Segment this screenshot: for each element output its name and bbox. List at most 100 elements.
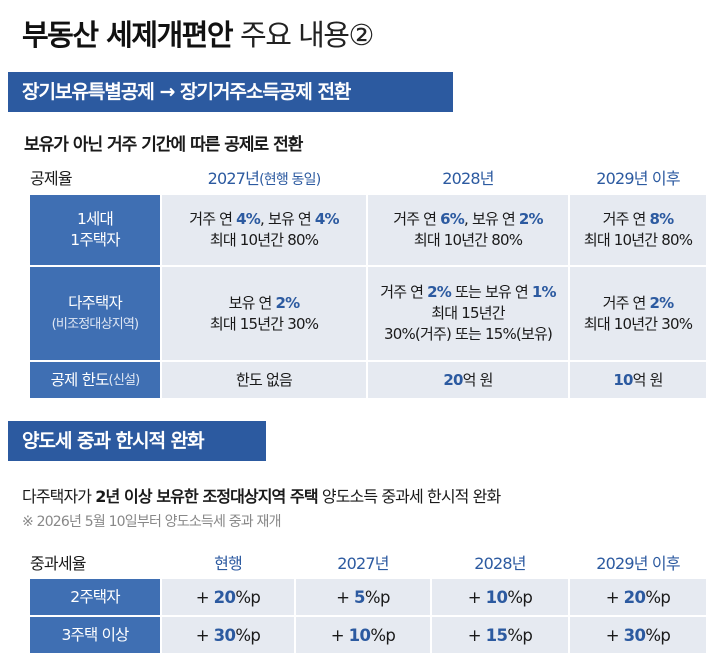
rate: 4% — [314, 210, 340, 228]
rate: 2% — [275, 293, 301, 312]
cell-line: 최대 10년간 80% — [413, 231, 523, 249]
number: 5 — [354, 587, 365, 607]
section2-desc: 다주택자가 2년 이상 보유한 조정대상지역 주택 양도소득 중과세 한시적 완… — [22, 483, 501, 507]
unit: %p — [645, 625, 671, 645]
row-head-line: 1주택자 — [70, 231, 120, 249]
cell-line: 최대 10년간 30% — [583, 314, 693, 333]
title-bold: 부동산 세제개편안 — [22, 18, 234, 52]
number: 30 — [623, 625, 646, 645]
tax-header-2029: 2029년 이후 — [596, 554, 680, 573]
text: 거주 연 — [602, 210, 650, 228]
text: , 보유 연 — [260, 210, 315, 228]
tax-cell: + 10%p — [296, 617, 430, 653]
amount: 10 — [613, 370, 633, 389]
header-2027-year: 2027년 — [207, 169, 260, 188]
amount: 20 — [443, 370, 463, 389]
section2-banner: 양도세 중과 한시적 완화 — [8, 421, 266, 461]
number: 10 — [485, 587, 508, 607]
text: , 보유 연 — [464, 210, 519, 228]
row-head-multi: 다주택자 (비조정대상지역) — [30, 267, 160, 360]
cell-line: 보유 연 2% — [228, 293, 301, 314]
cell-1house-2029: 거주 연 8% 최대 10년간 80% — [570, 195, 706, 265]
header-2028: 2028년 — [442, 169, 494, 188]
tax-value: + 30%p — [606, 625, 671, 646]
title-light: 주요 내용② — [240, 18, 374, 52]
tax-row-head-3house: 3주택 이상 — [30, 617, 160, 653]
text: 거주 연 — [393, 210, 441, 228]
unit: %p — [507, 587, 533, 607]
text: 거주 연 — [380, 283, 428, 301]
header-2027: 2027년(현행 동일) — [162, 165, 366, 189]
unit: 억 원 — [632, 370, 664, 389]
tax-value: + 10%p — [331, 625, 396, 646]
number: 15 — [485, 625, 508, 645]
number: 10 — [348, 625, 371, 645]
tax-cell: + 15%p — [432, 617, 568, 653]
page-title: 부동산 세제개편안 주요 내용② — [22, 12, 374, 56]
tax-cell: + 10%p — [432, 579, 568, 615]
number: 30 — [213, 625, 236, 645]
cell-multi-2027: 보유 연 2% 최대 15년간 30% — [162, 267, 366, 360]
rate: 4% — [236, 210, 261, 228]
desc-text: 다주택자가 — [22, 487, 96, 506]
header-label: 공제율 — [30, 169, 73, 188]
tax-header-current: 현행 — [214, 554, 243, 573]
text: 거주 연 — [189, 210, 237, 228]
tax-cell: + 20%p — [162, 579, 294, 615]
cell-limit-2027: 한도 없음 — [162, 362, 366, 398]
sign: + — [330, 625, 345, 645]
desc-text: 양도소득 중과세 한시적 완화 — [317, 487, 501, 506]
section1-banner: 장기보유특별공제 → 장기거주소득공제 전환 — [8, 72, 453, 112]
rate: 2% — [427, 283, 452, 301]
tax-value: + 20%p — [606, 587, 671, 608]
section2-note: ※ 2026년 5월 10일부터 양도소득세 중과 재개 — [22, 514, 282, 530]
cell-line: 거주 연 4%, 보유 연 4% — [189, 209, 339, 230]
cell-multi-2029: 거주 연 2% 최대 10년간 30% — [570, 267, 706, 360]
cell-limit-2029: 10억 원 — [570, 362, 706, 398]
tax-value: + 15%p — [468, 625, 533, 646]
cell-line: 최대 10년간 80% — [209, 231, 319, 249]
section1-subtitle: 보유가 아닌 거주 기간에 따른 공제로 전환 — [24, 135, 303, 155]
cell-line: 한도 없음 — [236, 370, 293, 389]
cell-multi-2028: 거주 연 2% 또는 보유 연 1% 최대 15년간 30%(거주) 또는 15… — [368, 267, 568, 360]
text: 보유 연 — [228, 293, 276, 312]
tax-cell: + 20%p — [570, 579, 706, 615]
sign: + — [605, 625, 620, 645]
cell-line: 거주 연 2% 또는 보유 연 1% — [380, 282, 556, 303]
row-head-line: 1세대 — [77, 210, 114, 228]
tax-cell: + 30%p — [162, 617, 294, 653]
rate: 1% — [531, 283, 557, 301]
rate: 2% — [518, 210, 544, 228]
tax-cell: + 30%p — [570, 617, 706, 653]
row-head-line: 공제 한도 — [50, 370, 110, 389]
cell-line: 거주 연 6%, 보유 연 2% — [393, 209, 543, 230]
unit: %p — [645, 587, 671, 607]
cell-line: 최대 15년간 30% — [209, 314, 319, 333]
unit: %p — [364, 587, 391, 607]
cell-line: 최대 15년간 — [431, 304, 505, 322]
tax-header-label: 중과세율 — [30, 554, 86, 573]
header-2029: 2029년 이후 — [596, 169, 680, 188]
rate: 2% — [649, 293, 675, 312]
tax-header-2027: 2027년 — [337, 554, 389, 573]
cell-line: 10억 원 — [613, 370, 664, 391]
sign: + — [336, 587, 350, 607]
cell-limit-2028: 20억 원 — [368, 362, 568, 398]
number: 20 — [623, 587, 646, 607]
tax-header-2028: 2028년 — [474, 554, 526, 573]
tax-value: + 20%p — [196, 587, 261, 608]
sign: + — [195, 625, 210, 645]
unit: %p — [235, 587, 261, 607]
unit: %p — [507, 625, 533, 645]
text: 또는 보유 연 — [451, 283, 532, 301]
sign: + — [467, 587, 482, 607]
tax-value: + 10%p — [468, 587, 533, 608]
tax-value: + 5%p — [336, 587, 390, 608]
desc-bold: 2년 이상 보유한 조정대상지역 주택 — [95, 487, 318, 506]
tax-cell: + 5%p — [296, 579, 430, 615]
cell-1house-2028: 거주 연 6%, 보유 연 2% 최대 10년간 80% — [368, 195, 568, 265]
header-2027-note: (현행 동일) — [259, 172, 321, 188]
cell-line: 30%(거주) 또는 15%(보유) — [383, 325, 553, 343]
sign: + — [195, 587, 210, 607]
row-head-1house: 1세대 1주택자 — [30, 195, 160, 265]
